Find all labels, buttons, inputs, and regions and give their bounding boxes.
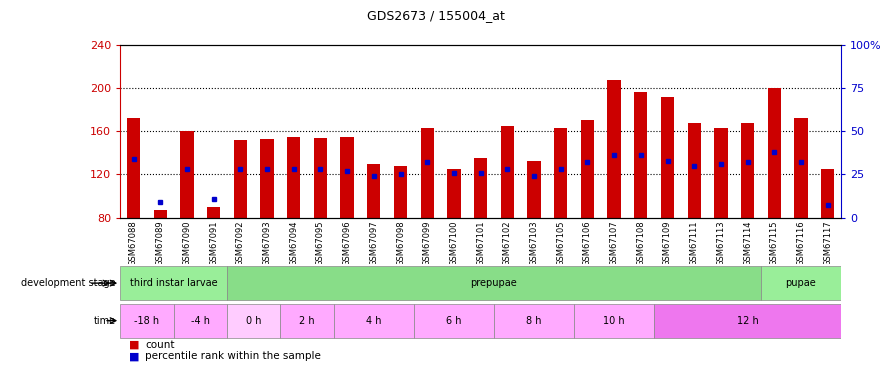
Bar [821, 169, 835, 217]
Bar [227, 304, 280, 338]
Text: 8 h: 8 h [526, 316, 542, 326]
Bar [394, 166, 408, 218]
Text: -4 h: -4 h [190, 316, 210, 326]
Text: ■: ■ [129, 351, 140, 361]
Text: 10 h: 10 h [603, 316, 625, 326]
Bar [448, 169, 461, 217]
Bar [227, 266, 761, 300]
Bar [634, 93, 648, 218]
Bar [688, 123, 701, 218]
Bar [741, 123, 755, 218]
Text: 0 h: 0 h [246, 316, 262, 326]
Text: time: time [93, 316, 116, 326]
Bar [120, 304, 174, 338]
Bar [795, 118, 808, 218]
Text: 12 h: 12 h [737, 316, 758, 326]
Bar [233, 140, 247, 218]
Bar [421, 128, 434, 218]
Text: prepupae: prepupae [471, 278, 517, 288]
Bar [414, 304, 494, 338]
Bar [341, 136, 354, 218]
Bar [761, 266, 841, 300]
Bar [474, 158, 488, 218]
Text: third instar larvae: third instar larvae [130, 278, 217, 288]
Bar [501, 126, 514, 218]
Bar [581, 120, 595, 218]
Bar [608, 80, 621, 218]
Bar [654, 304, 841, 338]
Text: 2 h: 2 h [299, 316, 315, 326]
Text: ■: ■ [129, 340, 140, 350]
Text: development stage: development stage [21, 278, 116, 288]
Text: GDS2673 / 155004_at: GDS2673 / 155004_at [368, 9, 505, 22]
Text: pupae: pupae [786, 278, 816, 288]
Bar [287, 136, 301, 218]
Bar [181, 131, 194, 218]
Bar [280, 304, 334, 338]
Bar [174, 304, 227, 338]
Bar [207, 207, 221, 218]
Text: -18 h: -18 h [134, 316, 159, 326]
Text: 6 h: 6 h [446, 316, 462, 326]
Text: 4 h: 4 h [366, 316, 382, 326]
Bar [127, 118, 141, 218]
Bar [494, 304, 574, 338]
Bar [661, 97, 675, 218]
Text: count: count [145, 340, 174, 350]
Bar [574, 304, 654, 338]
Bar [314, 138, 328, 218]
Bar [120, 266, 227, 300]
Bar [715, 128, 728, 218]
Bar [554, 128, 568, 218]
Bar [368, 164, 381, 218]
Bar [154, 210, 167, 218]
Bar [261, 139, 274, 218]
Text: percentile rank within the sample: percentile rank within the sample [145, 351, 321, 361]
Bar [528, 161, 541, 218]
Bar [334, 304, 414, 338]
Bar [768, 88, 781, 218]
